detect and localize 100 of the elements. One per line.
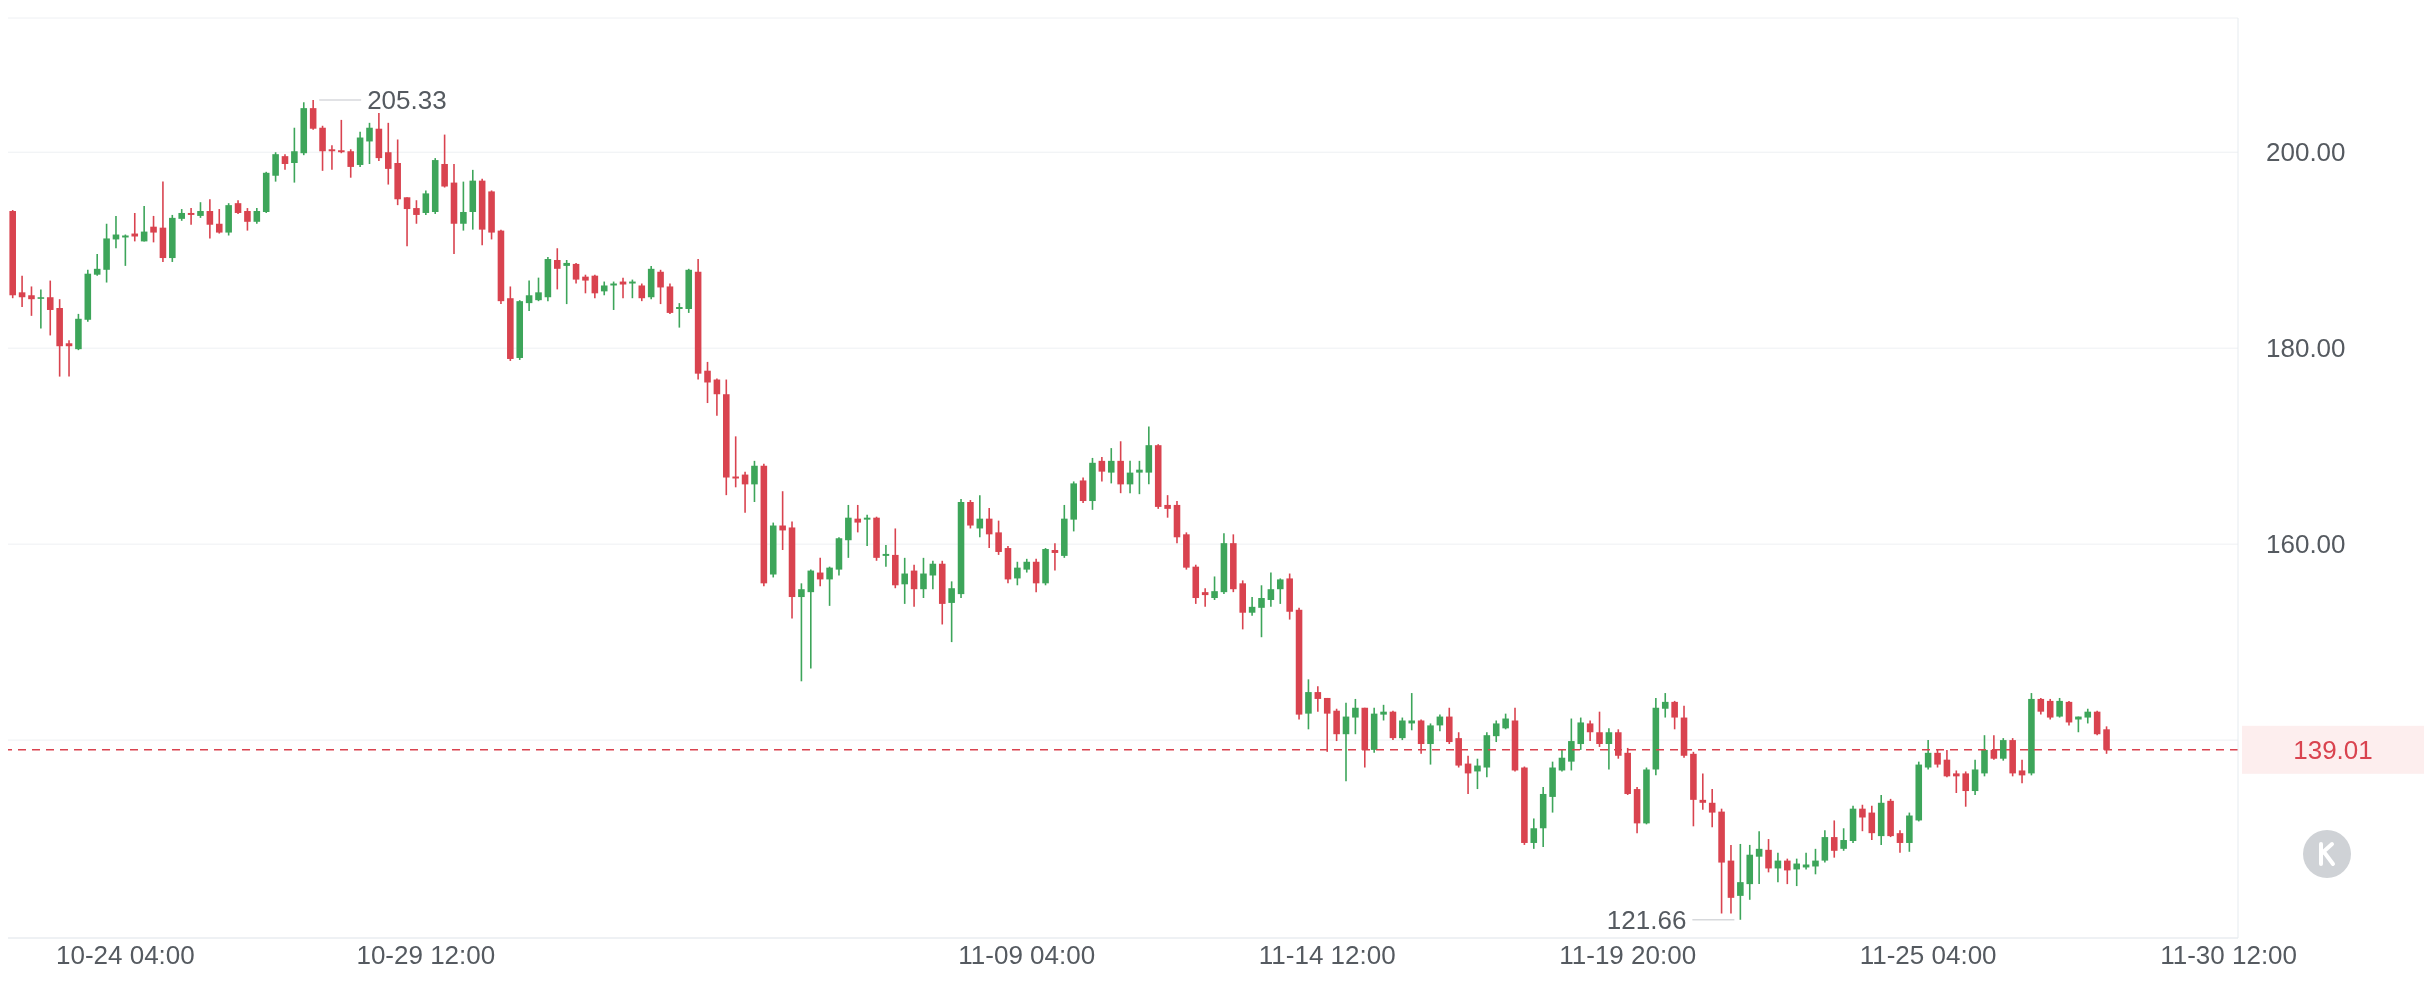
candlestick	[65, 339, 73, 378]
candlestick	[1586, 719, 1594, 742]
y-tick-label: 160.00	[2266, 529, 2346, 560]
candlestick	[1765, 838, 1772, 874]
candlestick	[525, 279, 533, 312]
candlestick	[1605, 727, 1613, 771]
candlestick	[1117, 440, 1124, 494]
candlestick	[554, 247, 561, 291]
candlestick	[46, 279, 54, 337]
ref-line-label: 139.01	[2293, 734, 2373, 765]
candlestick	[187, 207, 195, 226]
candlestick	[1051, 542, 1059, 572]
candlestick	[1201, 587, 1209, 608]
candlestick	[1107, 447, 1115, 485]
candlestick	[1859, 803, 1866, 833]
x-tick-label: 10-24 04:00	[55, 940, 195, 971]
candlestick	[920, 557, 927, 599]
candlestick	[1014, 560, 1021, 587]
candlestick	[1314, 685, 1322, 713]
candlestick	[413, 199, 420, 225]
candlestick	[366, 122, 373, 165]
candlestick	[1737, 843, 1744, 921]
candlestick	[967, 499, 974, 530]
candlestick	[901, 557, 908, 605]
candlestick	[206, 198, 214, 240]
candlestick	[28, 285, 35, 317]
candlestick	[572, 262, 580, 285]
candlestick	[460, 180, 467, 232]
candlestick	[704, 361, 711, 404]
candlestick	[826, 565, 833, 607]
candlestick	[2046, 698, 2054, 721]
candlestick	[751, 460, 758, 503]
candlestick	[1577, 716, 1585, 751]
candlestick	[1305, 678, 1312, 731]
candlestick	[1399, 716, 1406, 741]
candlestick	[995, 519, 1002, 556]
candlestick	[1352, 698, 1359, 736]
candlestick	[93, 253, 101, 277]
candlestick	[1708, 788, 1716, 829]
x-tick-label: 10-29 12:00	[356, 940, 496, 971]
candlestick	[1267, 571, 1275, 608]
candlestick	[150, 215, 157, 244]
candlestick	[328, 144, 336, 171]
candlestick	[1248, 596, 1256, 617]
x-tick-label: 11-25 04:00	[1859, 940, 1997, 971]
candlestick	[1211, 575, 1218, 601]
x-tick-label: 11-14 12:00	[1258, 940, 1396, 971]
candlestick	[319, 124, 326, 172]
candlestick	[1999, 737, 2007, 762]
candlestick	[1568, 717, 1575, 772]
candlestick	[384, 122, 392, 186]
candlestick	[338, 119, 345, 155]
x-tick-label: 11-30 12:00	[2160, 940, 2298, 971]
candlestick	[1971, 758, 1979, 796]
candlestick	[535, 276, 542, 302]
y-tick-label: 180.00	[2266, 333, 2346, 364]
candlestick	[882, 544, 890, 568]
candlestick	[422, 189, 430, 216]
candlestick	[403, 196, 411, 248]
candlestick	[582, 273, 589, 295]
candlestick	[1098, 456, 1106, 483]
candlestick	[1661, 692, 1669, 719]
candlestick	[1596, 710, 1603, 748]
candlestick	[309, 99, 317, 131]
candlestick	[1981, 734, 1988, 778]
candlestick	[1079, 476, 1087, 504]
annotation: 121.66	[1606, 904, 1687, 935]
candlestick	[1793, 857, 1800, 887]
candlestick	[1812, 848, 1819, 876]
candlestick	[2056, 697, 2063, 719]
candlestick	[1333, 707, 1340, 742]
candlestick	[272, 151, 279, 183]
candlestick	[1821, 829, 1829, 864]
candlestick	[18, 274, 26, 308]
candlestick	[37, 288, 45, 330]
candlestick	[1924, 739, 1932, 771]
candlestick	[1530, 817, 1538, 850]
candlestick	[441, 133, 448, 189]
candlestick	[215, 208, 223, 235]
candlestick	[845, 504, 852, 559]
candlestick	[1474, 757, 1481, 790]
candlestick	[657, 269, 664, 305]
candlestick	[1699, 772, 1707, 811]
candlestick	[676, 302, 683, 329]
candlestick	[1840, 827, 1847, 852]
candlestick	[1962, 770, 1969, 808]
candlestick	[798, 582, 805, 683]
candlestick	[563, 259, 570, 305]
candlestick	[347, 148, 354, 179]
candlestick	[291, 126, 298, 184]
candlestick	[1136, 460, 1143, 495]
candlestick	[1830, 819, 1838, 859]
candlestick	[1276, 577, 1284, 605]
candlestick	[244, 207, 251, 232]
candlestick	[1164, 494, 1171, 519]
annotation: 205.33	[367, 85, 447, 116]
candlestick	[1427, 722, 1434, 766]
candlestick	[854, 504, 862, 534]
candlestick	[1492, 719, 1500, 743]
candlestick	[1671, 700, 1678, 731]
